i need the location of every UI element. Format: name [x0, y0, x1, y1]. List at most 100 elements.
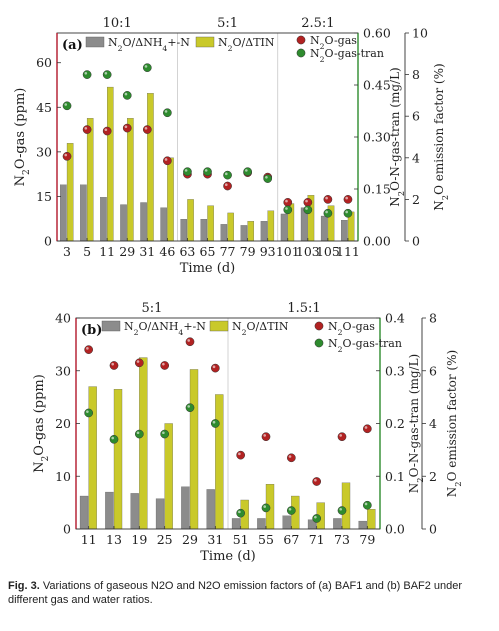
- scatter-point: [63, 152, 71, 160]
- scatter-point: [110, 361, 118, 369]
- marker-highlight: [265, 176, 268, 179]
- bar: [341, 220, 347, 241]
- tick-label-x: 93: [260, 244, 276, 259]
- tick-label-left: 60: [36, 55, 52, 70]
- bar: [80, 496, 88, 529]
- tick-label-right2: 0: [429, 522, 437, 537]
- y-axis-label-right2: N2O emission factor (%): [445, 350, 463, 497]
- marker-highlight: [285, 207, 288, 210]
- scatter-point: [186, 404, 194, 412]
- tick-label-x: 65: [200, 244, 216, 259]
- bar: [181, 219, 187, 241]
- tick-label-x: 79: [240, 244, 256, 259]
- marker-highlight: [325, 197, 328, 200]
- tick-label-right1: 0.30: [363, 130, 391, 145]
- scatter-point: [244, 168, 252, 176]
- marker-highlight: [205, 169, 208, 172]
- bar: [228, 213, 234, 241]
- bar: [87, 118, 93, 241]
- marker-highlight: [64, 154, 67, 157]
- marker-highlight: [314, 516, 317, 519]
- tick-label-right2: 10: [412, 26, 428, 41]
- legend-swatch: [86, 37, 104, 47]
- marker-highlight: [345, 211, 348, 214]
- bar: [167, 158, 173, 241]
- tick-label-right2: 6: [412, 109, 420, 124]
- bar: [131, 493, 139, 529]
- bar: [201, 219, 207, 241]
- marker-highlight: [185, 169, 188, 172]
- tick-label-x: 55: [258, 532, 274, 547]
- tick-label-x: 5: [83, 244, 91, 259]
- bar: [333, 518, 341, 529]
- tick-label-right2: 4: [429, 416, 437, 431]
- scatter-point: [262, 433, 270, 441]
- bar: [181, 487, 189, 529]
- scatter-point: [284, 206, 292, 214]
- scatter-point: [237, 451, 245, 459]
- marker-highlight: [85, 127, 88, 130]
- panel-label: (a): [62, 38, 83, 53]
- scatter-point: [83, 71, 91, 79]
- scatter-point: [324, 209, 332, 217]
- bar: [207, 489, 215, 529]
- scatter-point: [287, 454, 295, 462]
- bar: [80, 185, 86, 241]
- phase-label: 10:1: [103, 16, 132, 31]
- scatter-point: [264, 175, 272, 183]
- marker-highlight: [339, 434, 342, 437]
- marker-highlight: [289, 455, 292, 458]
- marker-highlight: [365, 426, 368, 429]
- scatter-point: [287, 506, 295, 514]
- marker-highlight: [238, 453, 241, 456]
- bar: [147, 93, 153, 241]
- tick-label-right1: 0.1: [385, 469, 405, 484]
- tick-label-left: 45: [36, 100, 52, 115]
- scatter-point: [324, 195, 332, 203]
- bar: [105, 492, 113, 529]
- x-axis-label: Time (d): [180, 261, 235, 276]
- scatter-point: [344, 209, 352, 217]
- marker-highlight: [238, 511, 241, 514]
- legend-label: N2O-gas-tran: [328, 337, 402, 354]
- marker-highlight: [305, 207, 308, 210]
- tick-label-left: 30: [36, 144, 52, 159]
- scatter-point: [211, 364, 219, 372]
- marker-highlight: [137, 360, 140, 363]
- marker-highlight: [314, 479, 317, 482]
- marker-highlight: [162, 363, 165, 366]
- marker-highlight: [289, 508, 292, 511]
- scatter-point: [304, 206, 312, 214]
- bar: [89, 387, 97, 529]
- marker-highlight: [245, 169, 248, 172]
- scatter-point: [262, 504, 270, 512]
- marker-highlight: [263, 505, 266, 508]
- marker-highlight: [345, 197, 348, 200]
- scatter-point: [163, 157, 171, 165]
- scatter-point: [313, 477, 321, 485]
- bar: [281, 214, 287, 241]
- marker-highlight: [64, 103, 67, 106]
- marker-highlight: [125, 125, 128, 128]
- bar: [359, 521, 367, 529]
- bar: [257, 518, 265, 529]
- scatter-point: [123, 91, 131, 99]
- y-axis-label-left: N2O-gas (ppm): [32, 374, 51, 473]
- figure-caption: Fig. 3. Variations of gaseous N2O and N2…: [8, 579, 491, 607]
- scatter-point: [110, 435, 118, 443]
- panel-b: 5:1 1.5:1 0 10 20 30 40 0.0 0.1 0.2 0.3 0.4 0 2 4 6 8 11 1…: [32, 301, 463, 564]
- legend-label: N2O/ΔNH4+-N: [124, 320, 206, 337]
- marker-highlight: [111, 363, 114, 366]
- tick-label-right2: 6: [429, 363, 437, 378]
- marker-highlight: [213, 421, 216, 424]
- phase-label: 5:1: [217, 16, 238, 31]
- marker-highlight: [145, 127, 148, 130]
- bar: [221, 224, 227, 241]
- marker-highlight: [165, 158, 168, 161]
- bar: [140, 203, 146, 241]
- legend-swatch: [196, 37, 214, 47]
- tick-label-right1: 0.2: [385, 416, 405, 431]
- caption-label: Fig. 3.: [8, 580, 40, 592]
- marker-highlight: [145, 65, 148, 68]
- marker-highlight: [187, 339, 190, 342]
